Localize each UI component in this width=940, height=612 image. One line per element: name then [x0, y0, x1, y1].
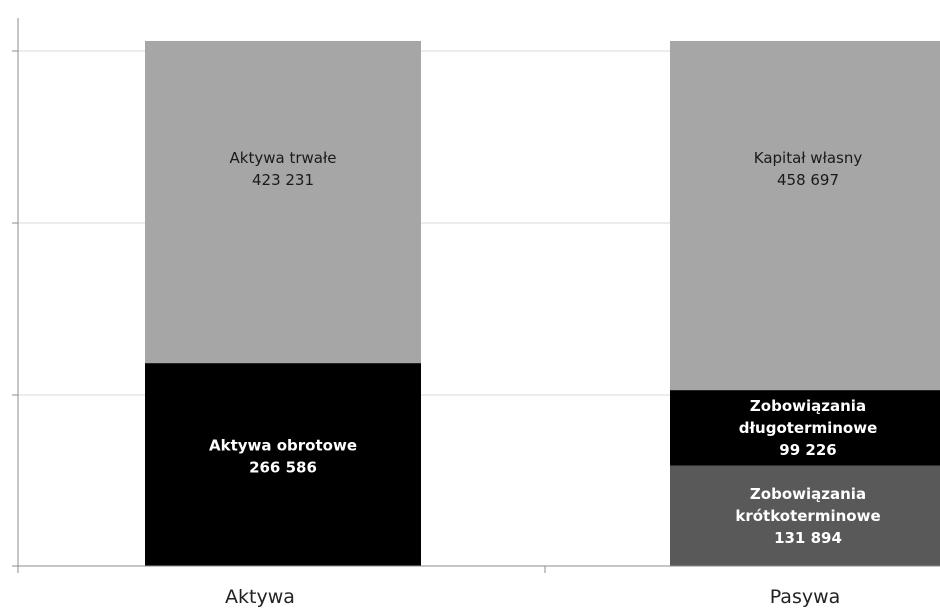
data-label: Zobowiązania [750, 485, 866, 503]
x-tick-label: Pasywa [770, 586, 841, 608]
data-label: 458 697 [777, 171, 839, 189]
data-label: 131 894 [774, 529, 842, 547]
bar-segment [670, 465, 940, 566]
data-label: 266 586 [249, 459, 317, 477]
axes [12, 18, 940, 573]
data-label: krótkoterminowe [735, 507, 880, 525]
category-labels: Aktywa Pasywa [225, 586, 840, 608]
bar-segment [670, 390, 940, 466]
x-tick-label: Aktywa [225, 586, 295, 608]
data-label: 423 231 [252, 171, 314, 189]
bar-segment [670, 40, 940, 391]
data-label: Aktywa obrotowe [209, 437, 357, 455]
data-label: Zobowiązania [750, 397, 866, 415]
bar-segment [145, 40, 421, 364]
bars: Aktywa obrotowe 266 586 Aktywa trwałe 423 2… [145, 40, 940, 566]
data-label: 99 226 [779, 441, 836, 459]
data-label: Kapitał własny [754, 149, 863, 167]
bar-segment [145, 363, 421, 566]
data-label: długoterminowe [739, 419, 878, 437]
data-label: Aktywa trwałe [230, 149, 337, 167]
